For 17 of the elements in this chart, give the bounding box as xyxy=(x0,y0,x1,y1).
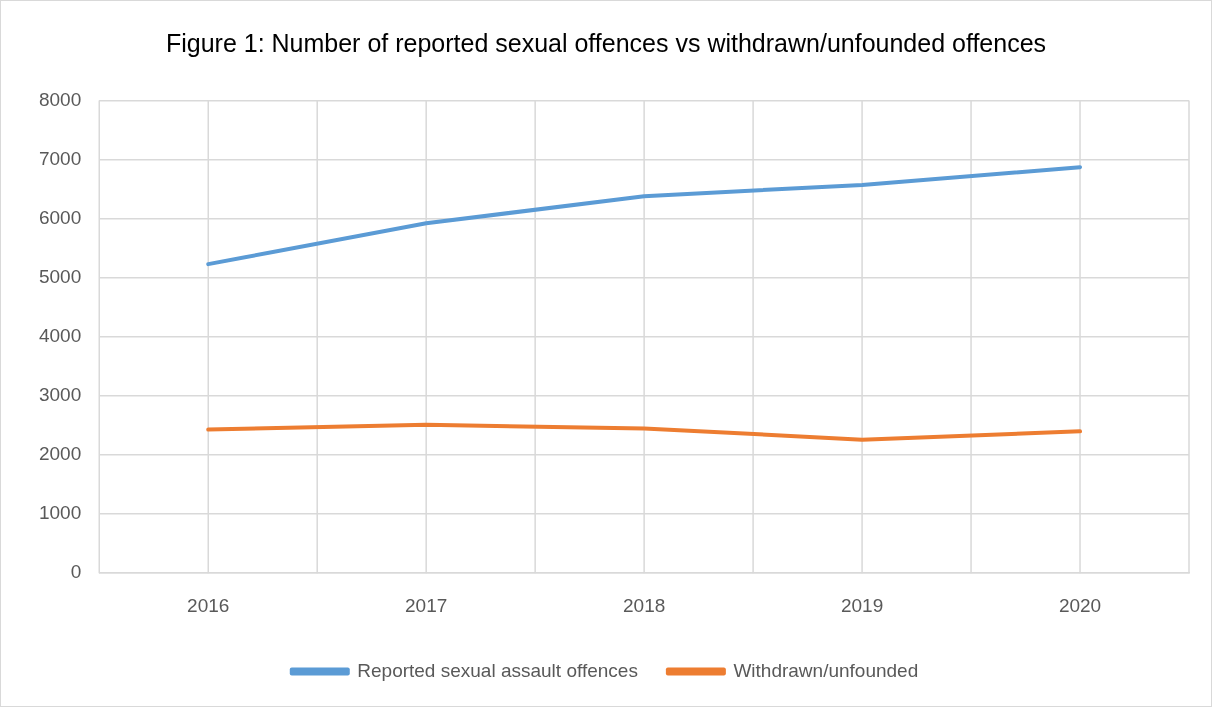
y-tick-label: 5000 xyxy=(38,265,82,287)
x-tick-label: 2020 xyxy=(1058,594,1102,616)
x-tick-label: 2016 xyxy=(187,594,230,616)
y-tick-label: 6000 xyxy=(38,206,82,228)
y-tick-label: 8000 xyxy=(38,88,82,110)
legend-label: Reported sexual assault offences xyxy=(357,659,638,681)
x-tick-label: 2018 xyxy=(622,594,666,616)
y-tick-label: 4000 xyxy=(38,325,82,347)
y-tick-label: 3000 xyxy=(38,384,82,406)
y-tick-label: 7000 xyxy=(38,147,82,169)
y-tick-label: 1000 xyxy=(38,502,82,524)
chart-title: Figure 1: Number of reported sexual offences vs withdrawn/unfounded offences xyxy=(164,29,1048,58)
x-tick-label: 2017 xyxy=(405,594,448,616)
y-tick-label: 2000 xyxy=(38,443,82,465)
y-tick-label: 0 xyxy=(70,561,82,583)
x-tick-label: 2019 xyxy=(840,594,884,616)
legend-label: Withdrawn/unfounded xyxy=(733,659,919,681)
